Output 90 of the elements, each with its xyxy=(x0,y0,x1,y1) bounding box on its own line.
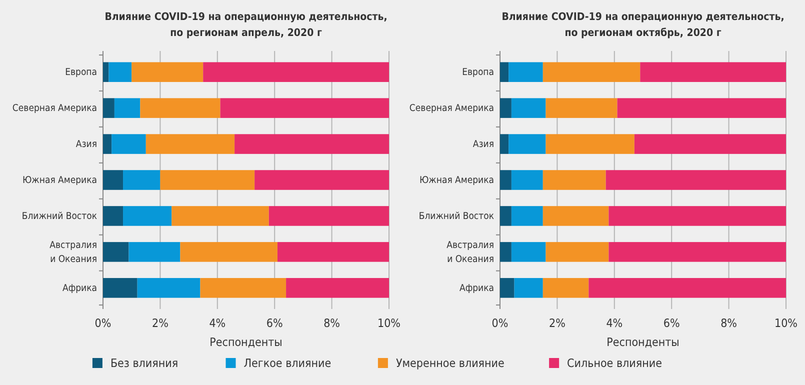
bar xyxy=(500,242,512,262)
bar xyxy=(114,98,140,118)
y-tick-label: Африка xyxy=(62,282,97,294)
bar xyxy=(500,206,512,226)
bar xyxy=(500,98,512,118)
y-tick-label: Южная Америка xyxy=(419,174,494,186)
y-tick-label: Африка xyxy=(459,282,494,294)
chart-title: Влияние COVID-19 на операционную деятельность, по регионам апрель, 2020 г xyxy=(104,11,388,39)
bar xyxy=(511,242,546,262)
bar xyxy=(542,278,589,298)
x-tick-label: 0% xyxy=(94,316,112,330)
x-tick-label: 2% xyxy=(548,316,566,330)
bar xyxy=(220,98,389,118)
bar xyxy=(277,242,389,262)
y-tick-label: Европа xyxy=(65,66,97,78)
x-tick-label: 4% xyxy=(209,316,226,330)
x-tick-label: 10% xyxy=(378,316,401,330)
x-axis-title: Респонденты xyxy=(210,335,282,349)
bar xyxy=(500,134,509,154)
bar xyxy=(508,134,546,154)
bar xyxy=(132,62,204,82)
x-tick-label: 2% xyxy=(152,316,169,330)
bar xyxy=(140,98,220,118)
bar xyxy=(103,170,124,190)
bar xyxy=(508,62,543,82)
bar xyxy=(103,62,109,82)
y-tick-label: Северная Америка xyxy=(409,102,494,114)
bar xyxy=(200,278,286,298)
bar xyxy=(640,62,786,82)
legend-label: Сильное влияние xyxy=(567,356,662,370)
bar xyxy=(608,206,786,226)
bar xyxy=(286,278,389,298)
bar xyxy=(511,170,543,190)
x-tick-label: 8% xyxy=(324,316,340,330)
y-tick-label: Ближний Восток xyxy=(418,210,494,222)
bar xyxy=(128,242,180,262)
bar xyxy=(146,134,235,154)
x-tick-label: 6% xyxy=(266,316,283,330)
bar xyxy=(108,62,132,82)
bar xyxy=(511,206,543,226)
bar xyxy=(634,134,786,154)
x-axis-title: Респонденты xyxy=(606,335,680,349)
bar xyxy=(103,242,129,262)
bar xyxy=(542,206,609,226)
bar xyxy=(160,170,255,190)
bar xyxy=(103,134,112,154)
bar xyxy=(588,278,786,298)
bar xyxy=(203,62,389,82)
y-tick-label: Южная Америка xyxy=(22,174,97,186)
bar xyxy=(123,206,172,226)
bar xyxy=(172,206,269,226)
bar xyxy=(103,206,124,226)
bar xyxy=(137,278,200,298)
bar xyxy=(542,170,606,190)
bar xyxy=(514,278,543,298)
bar xyxy=(500,278,514,298)
y-tick-label: Австралия и Океания xyxy=(50,240,97,265)
bar xyxy=(546,134,634,154)
bar xyxy=(606,170,786,190)
x-tick-label: 8% xyxy=(720,316,738,330)
bar xyxy=(500,170,512,190)
bar xyxy=(180,242,278,262)
y-tick-label: Австралия и Океания xyxy=(446,240,494,265)
bar xyxy=(511,98,546,118)
bar xyxy=(123,170,160,190)
x-tick-label: 6% xyxy=(663,316,680,330)
legend-label: Умеренное влияние xyxy=(396,356,504,370)
bar xyxy=(254,170,389,190)
bar xyxy=(546,98,618,118)
y-tick-label: Северная Америка xyxy=(12,102,97,114)
bar xyxy=(103,278,138,298)
bar xyxy=(112,134,146,154)
bar xyxy=(542,62,640,82)
y-tick-label: Европа xyxy=(462,66,494,78)
legend-label: Без влияния xyxy=(110,356,178,370)
bar xyxy=(546,242,609,262)
chart-title: Влияние COVID-19 на операционную деятельность, по регионам октябрь, 2020 г xyxy=(502,11,784,39)
y-tick-label: Ближний Восток xyxy=(22,210,97,222)
bar xyxy=(234,134,389,154)
legend-label: Легкое влияние xyxy=(244,356,332,370)
x-tick-label: 10% xyxy=(774,316,798,330)
bar xyxy=(268,206,389,226)
y-tick-label: Азия xyxy=(76,138,97,150)
x-tick-label: 4% xyxy=(606,316,623,330)
bar xyxy=(500,62,509,82)
bar xyxy=(103,98,114,118)
y-tick-label: Азия xyxy=(472,138,494,150)
bar xyxy=(617,98,786,118)
bar xyxy=(608,242,786,262)
x-tick-label: 0% xyxy=(492,316,508,330)
